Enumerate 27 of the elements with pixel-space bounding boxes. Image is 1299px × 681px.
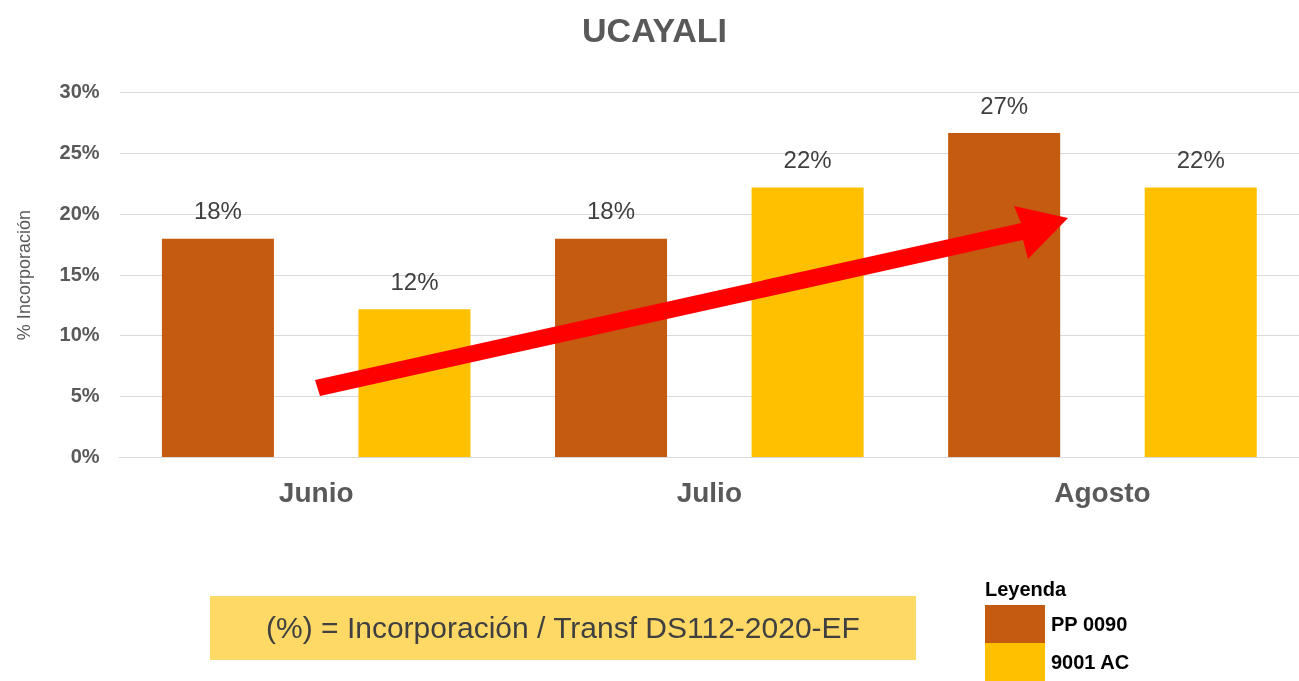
data-label: 18%: [193, 197, 242, 225]
x-tick-label: Junio: [278, 476, 354, 508]
chart-title: UCAYALI: [582, 10, 727, 49]
legend-label: 9001 AC: [1051, 650, 1130, 674]
y-axis-title: % Incorporación: [13, 210, 34, 341]
x-tick-label: Agosto: [1054, 476, 1151, 508]
text: (%) = Incorporación / Transf DS112-2020-EF: [210, 596, 916, 660]
bar: [555, 238, 668, 457]
legend-title: Leyenda: [985, 578, 1068, 601]
y-tick-label: 0%: [70, 444, 100, 467]
data-label: 18%: [587, 197, 636, 225]
bar: [1144, 187, 1257, 457]
legend-label: PP 0090: [1051, 612, 1128, 636]
data-label: 12%: [390, 267, 439, 295]
y-tick-label: 30%: [59, 80, 100, 103]
data-label: 22%: [783, 146, 832, 174]
data-label: 27%: [980, 91, 1029, 119]
y-tick-label: 10%: [59, 323, 100, 346]
y-tick-label: 20%: [59, 201, 100, 224]
data-label: 22%: [1176, 146, 1225, 174]
bar: [948, 132, 1061, 457]
y-tick-label: 15%: [59, 262, 100, 285]
bar: [751, 187, 864, 457]
y-tick-label: 25%: [59, 141, 100, 164]
x-tick-label: Julio: [676, 476, 742, 508]
bar: [161, 238, 274, 457]
y-tick-label: 5%: [70, 384, 100, 407]
